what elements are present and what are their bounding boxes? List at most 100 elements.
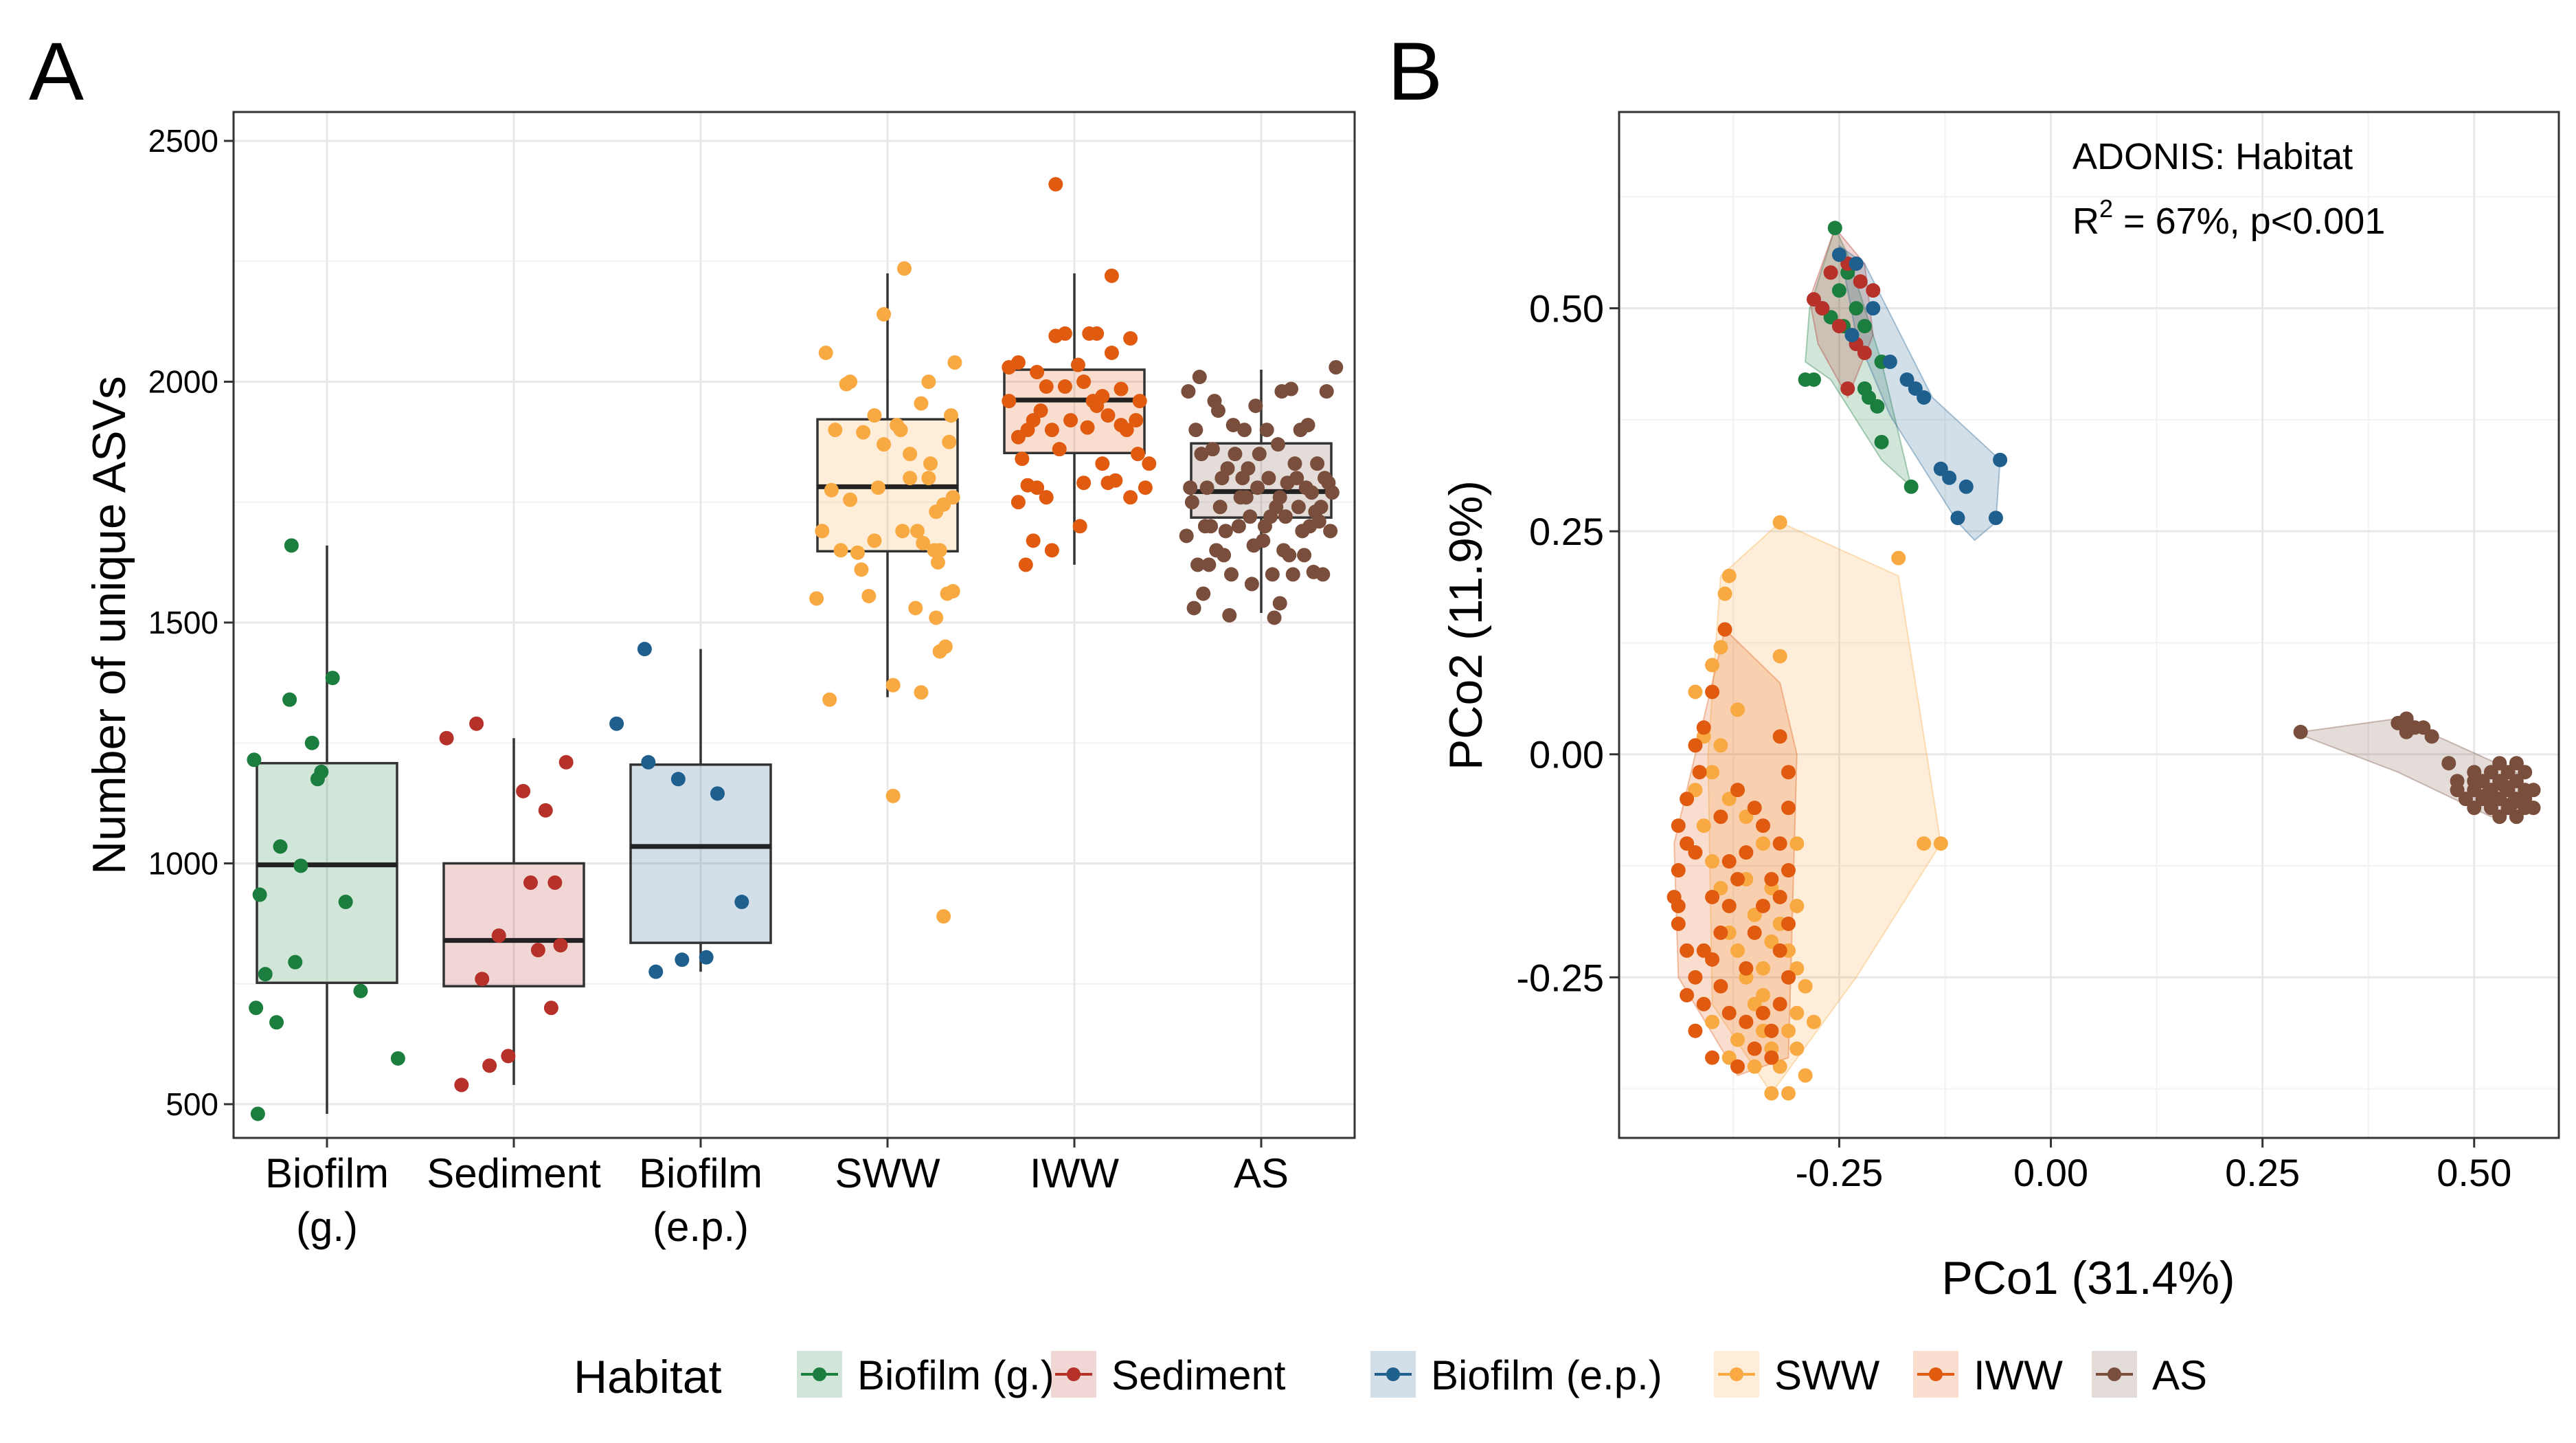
- data-point-sediment: [469, 716, 484, 731]
- data-point-as: [1285, 567, 1300, 582]
- data-point-sww: [938, 639, 953, 654]
- data-point-as: [1199, 480, 1214, 495]
- data-point-sww: [1713, 640, 1728, 655]
- data-point-iww: [1044, 543, 1059, 558]
- data-point-sww: [809, 591, 824, 606]
- data-point-sww: [1798, 978, 1813, 994]
- data-point-iww: [1002, 394, 1017, 409]
- data-point-as: [1233, 490, 1248, 505]
- data-point-sww: [1713, 738, 1728, 753]
- data-point-as: [2479, 787, 2494, 802]
- data-point-sediment: [547, 875, 563, 891]
- data-point-sww: [828, 423, 843, 438]
- x-tick-label: Biofilm: [265, 1150, 389, 1196]
- data-point-as: [1184, 495, 1199, 510]
- data-point-biofilm-g: [252, 887, 267, 902]
- legend-key-point: [813, 1367, 826, 1381]
- data-point-as: [1241, 461, 1256, 476]
- data-point-biofilm-e-p: [1831, 247, 1846, 262]
- panel-b-grid: [1619, 112, 2559, 1138]
- data-point-sww: [818, 345, 833, 360]
- panel-a: A 500 1000 1500 2000 2500 Biofilm (g.) Sedimen…: [29, 25, 1356, 1250]
- data-point-biofilm-g: [304, 735, 319, 750]
- data-point-as: [2518, 765, 2533, 780]
- data-point-as: [2399, 724, 2414, 739]
- data-point-iww: [1114, 418, 1129, 433]
- data-point-as: [2496, 778, 2511, 793]
- data-point-as: [1259, 423, 1274, 438]
- data-point-sww: [861, 588, 877, 603]
- data-point-as: [1225, 418, 1241, 433]
- data-point-as: [1243, 509, 1258, 524]
- data-point-iww: [1730, 1059, 1745, 1074]
- legend-item-sediment: Sediment: [1051, 1351, 1286, 1398]
- data-point-biofilm-g: [1827, 221, 1842, 236]
- data-point-biofilm-g: [1849, 301, 1864, 316]
- data-point-iww: [1030, 365, 1045, 380]
- x-tick-label: SWW: [835, 1150, 940, 1196]
- data-point-sww: [1717, 586, 1732, 601]
- data-point-sww: [908, 601, 923, 616]
- data-point-iww: [1739, 845, 1754, 860]
- data-point-biofilm-g: [282, 692, 297, 707]
- data-point-iww: [1123, 490, 1138, 505]
- data-point-as: [1250, 480, 1265, 495]
- data-point-iww: [1781, 765, 1796, 780]
- data-point-iww: [1052, 442, 1067, 457]
- data-point-iww: [1688, 970, 1703, 985]
- data-point-as: [1282, 548, 1297, 563]
- data-point-biofilm-g: [1903, 479, 1919, 494]
- data-point-biofilm-e-p: [1882, 355, 1897, 370]
- data-point-as: [2467, 765, 2482, 780]
- data-point-sww: [914, 685, 929, 700]
- panel-label-a: A: [29, 25, 84, 118]
- data-point-sww: [1730, 1032, 1745, 1047]
- data-point-sww: [1772, 515, 1787, 530]
- x-tick-label: Biofilm: [639, 1150, 762, 1196]
- data-point-iww: [1044, 423, 1059, 438]
- data-point-as: [1218, 524, 1233, 539]
- data-point-as: [1278, 509, 1293, 524]
- data-point-as: [2492, 756, 2507, 771]
- data-point-biofilm-e-p: [1899, 372, 1914, 387]
- data-point-biofilm-g: [338, 895, 353, 910]
- data-point-sediment: [482, 1058, 497, 1073]
- legend-key-point: [2108, 1367, 2121, 1381]
- data-point-as: [1214, 471, 1230, 486]
- data-point-as: [1222, 607, 1237, 623]
- data-point-iww: [1026, 533, 1041, 548]
- data-point-sediment: [439, 730, 454, 746]
- data-point-iww: [1713, 809, 1728, 825]
- data-point-as: [1274, 384, 1289, 399]
- data-point-sediment: [1853, 274, 1868, 289]
- data-point-sww: [929, 504, 944, 519]
- data-point-sww: [870, 480, 885, 495]
- data-point-iww: [1756, 898, 1771, 913]
- data-point-sww: [910, 524, 925, 539]
- legend-key-point: [1386, 1367, 1400, 1381]
- data-point-as: [1315, 567, 1331, 582]
- data-point-biofilm-e-p: [1950, 511, 1965, 526]
- y-tick-label: 500: [166, 1086, 218, 1122]
- data-point-sww: [1747, 1059, 1762, 1074]
- data-point-as: [1223, 567, 1239, 582]
- data-point-iww: [1764, 1050, 1779, 1065]
- data-point-as: [1297, 548, 1312, 563]
- data-point-sediment: [1831, 319, 1846, 334]
- data-point-biofilm-e-p: [670, 772, 686, 787]
- data-point-biofilm-e-p: [609, 716, 624, 731]
- data-point-iww: [1756, 818, 1771, 834]
- data-point-iww: [1095, 456, 1110, 471]
- data-point-iww: [1721, 854, 1737, 869]
- data-point-iww: [1030, 480, 1045, 495]
- data-point-iww: [1721, 898, 1737, 913]
- data-point-sediment: [1840, 381, 1855, 396]
- data-point-biofilm-g: [1857, 319, 1872, 334]
- data-point-sww: [1705, 854, 1720, 869]
- data-point-sediment: [1857, 346, 1872, 361]
- data-point-iww: [1764, 872, 1779, 887]
- panel-b-border: [1618, 111, 2560, 1139]
- data-point-biofilm-e-p: [1866, 301, 1881, 316]
- data-point-iww: [1130, 447, 1145, 462]
- data-point-iww: [1072, 519, 1087, 534]
